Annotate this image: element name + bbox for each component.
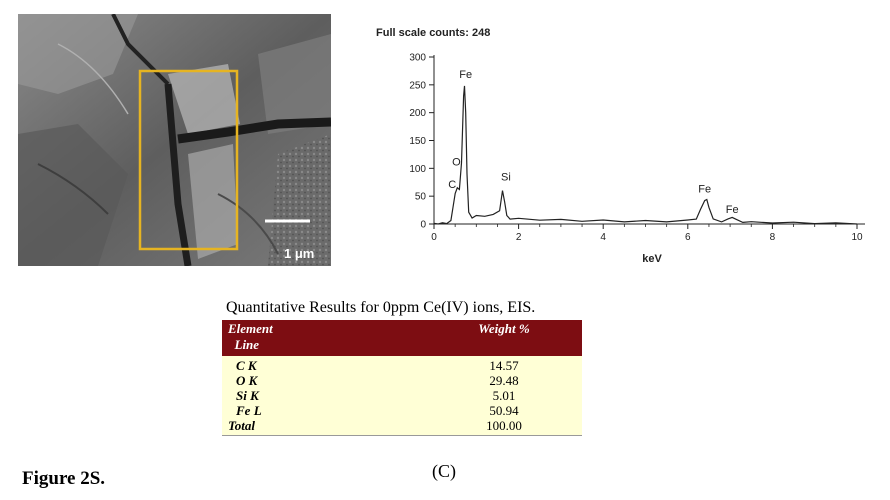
x-tick-label: 6 <box>685 232 691 243</box>
quantitative-results-table: Element Line Weight % C K 14.57 O K 29.4… <box>222 320 582 436</box>
table-row: C K 14.57 <box>222 356 582 373</box>
sem-texture <box>18 14 331 266</box>
y-tick-label: 0 <box>420 220 426 231</box>
peak-label: Fe <box>698 183 711 195</box>
weight-cell: 50.94 <box>392 403 582 418</box>
figure-label: Figure 2S. <box>22 468 106 489</box>
sem-micrograph: 1 μm <box>18 14 331 266</box>
line-header: Line <box>234 337 260 352</box>
weight-cell: 14.57 <box>392 356 582 373</box>
x-tick-label: 4 <box>600 232 606 243</box>
spectrum-line <box>433 85 858 225</box>
region-of-interest-box <box>138 69 239 251</box>
chart-ticks: 0 50 100 150 200 250 300 0 2 4 6 8 10 <box>409 53 863 244</box>
x-axis-label: keV <box>642 253 662 265</box>
y-tick-label: 100 <box>409 164 426 175</box>
table-total-row: Total 100.00 <box>222 418 582 436</box>
table-row: Si K 5.01 <box>222 388 582 403</box>
x-tick-label: 2 <box>516 232 522 243</box>
y-tick-label: 150 <box>409 136 426 147</box>
x-tick-label: 10 <box>851 232 863 243</box>
weight-cell: 29.48 <box>392 373 582 388</box>
peak-label: Si <box>501 172 511 184</box>
chart-title: Full scale counts: 248 <box>376 27 490 39</box>
panel-label: (C) <box>432 461 456 481</box>
element-cell: C K <box>222 356 392 373</box>
element-cell: Si K <box>222 388 392 403</box>
total-value-cell: 100.00 <box>392 418 582 436</box>
y-tick-label: 300 <box>409 53 426 64</box>
element-cell: O K <box>222 373 392 388</box>
table-row: Fe L 50.94 <box>222 403 582 418</box>
weight-cell: 5.01 <box>392 388 582 403</box>
scale-bar-label: 1 μm <box>284 246 315 261</box>
eds-spectrum-chart: Full scale counts: 248 05010015020025030… <box>376 27 865 265</box>
element-header: Element <box>228 321 273 336</box>
peak-label: Fe <box>726 204 739 216</box>
peak-label: O <box>452 157 461 169</box>
y-tick-label: 200 <box>409 108 426 119</box>
x-tick-label: 8 <box>770 232 776 243</box>
element-line-header: Element Line <box>222 320 392 356</box>
x-tick-label: 0 <box>431 232 437 243</box>
table-row: O K 29.48 <box>222 373 582 388</box>
peak-label: Fe <box>459 69 472 81</box>
chart-axes <box>433 55 865 225</box>
table-title: Quantitative Results for 0ppm Ce(IV) ion… <box>226 299 536 316</box>
y-tick-label: 50 <box>415 192 427 203</box>
element-cell: Fe L <box>222 403 392 418</box>
peak-labels: Fe OC Si Fe Fe <box>448 69 738 216</box>
y-tick-label: 250 <box>409 80 426 91</box>
total-label-cell: Total <box>222 418 392 436</box>
table-header-row: Element Line Weight % <box>222 320 582 356</box>
peak-label: C <box>448 179 456 191</box>
weight-header: Weight % <box>392 320 582 356</box>
